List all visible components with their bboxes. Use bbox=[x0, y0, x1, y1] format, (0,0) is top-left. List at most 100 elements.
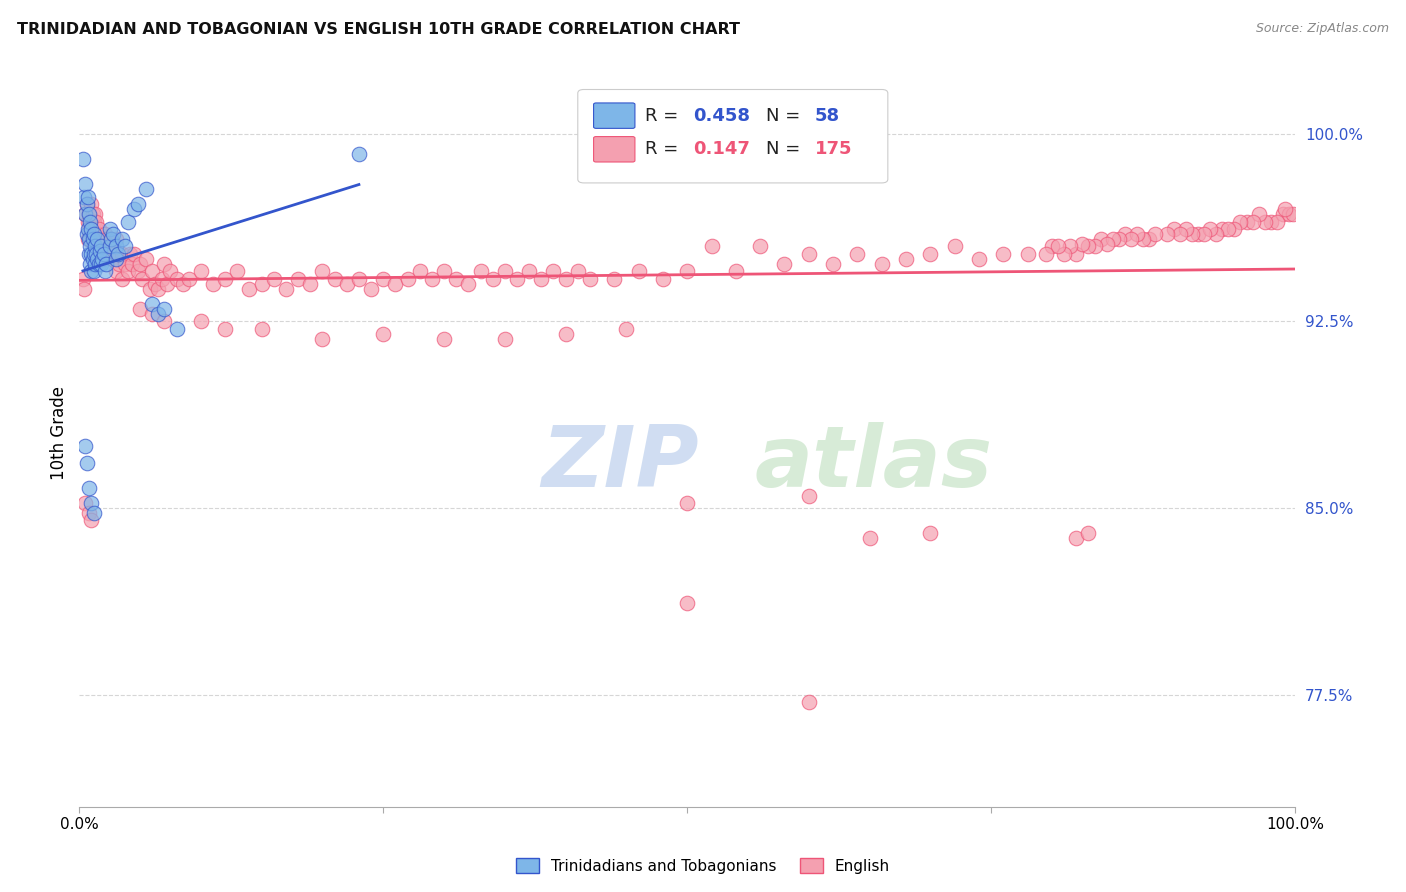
English bbox=[84, 214, 107, 228]
Trinidadians and Tobagonians bbox=[83, 247, 105, 261]
English bbox=[1192, 227, 1215, 241]
Trinidadians and Tobagonians bbox=[80, 496, 103, 510]
Trinidadians and Tobagonians bbox=[89, 244, 111, 259]
Text: TRINIDADIAN AND TOBAGONIAN VS ENGLISH 10TH GRADE CORRELATION CHART: TRINIDADIAN AND TOBAGONIAN VS ENGLISH 10… bbox=[17, 22, 740, 37]
English bbox=[676, 596, 699, 610]
English bbox=[797, 489, 820, 503]
English bbox=[148, 282, 170, 296]
Trinidadians and Tobagonians bbox=[76, 189, 98, 203]
Trinidadians and Tobagonians bbox=[79, 239, 101, 253]
English bbox=[1108, 232, 1130, 246]
Trinidadians and Tobagonians bbox=[104, 239, 127, 253]
English bbox=[494, 332, 516, 346]
Trinidadians and Tobagonians bbox=[114, 239, 136, 253]
English bbox=[1163, 222, 1185, 236]
English bbox=[1156, 227, 1178, 241]
Trinidadians and Tobagonians bbox=[75, 439, 97, 453]
English bbox=[87, 222, 110, 236]
English bbox=[494, 264, 516, 278]
Trinidadians and Tobagonians bbox=[93, 247, 115, 261]
English bbox=[111, 247, 134, 261]
English bbox=[94, 239, 117, 253]
English bbox=[190, 264, 212, 278]
English bbox=[1077, 239, 1099, 253]
English bbox=[226, 264, 249, 278]
English bbox=[80, 514, 103, 528]
English bbox=[97, 247, 120, 261]
Text: R =: R = bbox=[645, 107, 683, 125]
Text: 58: 58 bbox=[815, 107, 839, 125]
Trinidadians and Tobagonians bbox=[77, 481, 100, 495]
English bbox=[481, 272, 503, 286]
English bbox=[287, 272, 309, 286]
English bbox=[121, 257, 143, 271]
English bbox=[101, 252, 124, 266]
English bbox=[1095, 236, 1118, 251]
Trinidadians and Tobagonians bbox=[84, 257, 107, 271]
Trinidadians and Tobagonians bbox=[76, 222, 98, 236]
English bbox=[920, 247, 942, 261]
Trinidadians and Tobagonians bbox=[135, 182, 157, 196]
English bbox=[1229, 214, 1251, 228]
English bbox=[141, 307, 163, 321]
Trinidadians and Tobagonians bbox=[98, 239, 121, 253]
Trinidadians and Tobagonians bbox=[107, 247, 129, 261]
English bbox=[749, 239, 772, 253]
English bbox=[579, 272, 602, 286]
English bbox=[444, 272, 467, 286]
English bbox=[100, 232, 122, 246]
English bbox=[543, 264, 565, 278]
Trinidadians and Tobagonians bbox=[166, 321, 188, 335]
English bbox=[93, 232, 115, 246]
Trinidadians and Tobagonians bbox=[83, 264, 105, 278]
English bbox=[1144, 227, 1167, 241]
English bbox=[104, 264, 127, 278]
Trinidadians and Tobagonians bbox=[76, 197, 98, 211]
English bbox=[214, 321, 236, 335]
English bbox=[141, 264, 163, 278]
Trinidadians and Tobagonians bbox=[141, 297, 163, 311]
Trinidadians and Tobagonians bbox=[98, 222, 121, 236]
Trinidadians and Tobagonians bbox=[90, 257, 112, 271]
English bbox=[84, 227, 107, 241]
English bbox=[79, 214, 101, 228]
English bbox=[120, 247, 142, 261]
English bbox=[1059, 239, 1081, 253]
English bbox=[111, 272, 134, 286]
Trinidadians and Tobagonians bbox=[94, 264, 117, 278]
English bbox=[1114, 227, 1136, 241]
English bbox=[323, 272, 346, 286]
English bbox=[90, 239, 112, 253]
Text: 175: 175 bbox=[815, 140, 852, 158]
English bbox=[506, 272, 529, 286]
English bbox=[1254, 214, 1277, 228]
Trinidadians and Tobagonians bbox=[77, 207, 100, 221]
English bbox=[107, 252, 129, 266]
Trinidadians and Tobagonians bbox=[91, 252, 114, 266]
English bbox=[75, 207, 97, 221]
English bbox=[920, 525, 942, 540]
English bbox=[79, 232, 101, 246]
Trinidadians and Tobagonians bbox=[117, 214, 139, 228]
Trinidadians and Tobagonians bbox=[104, 252, 127, 266]
English bbox=[603, 272, 626, 286]
English bbox=[470, 264, 492, 278]
Trinidadians and Tobagonians bbox=[77, 232, 100, 246]
English bbox=[823, 257, 845, 271]
English bbox=[1101, 232, 1123, 246]
English bbox=[129, 257, 152, 271]
English bbox=[311, 264, 333, 278]
Trinidadians and Tobagonians bbox=[80, 222, 103, 236]
English bbox=[724, 264, 747, 278]
English bbox=[153, 314, 176, 328]
Trinidadians and Tobagonians bbox=[87, 257, 110, 271]
Text: 0.458: 0.458 bbox=[693, 107, 751, 125]
English bbox=[1247, 207, 1270, 221]
English bbox=[83, 214, 105, 228]
English bbox=[943, 239, 966, 253]
Trinidadians and Tobagonians bbox=[111, 232, 134, 246]
English bbox=[1236, 214, 1258, 228]
English bbox=[72, 272, 94, 286]
English bbox=[1187, 227, 1209, 241]
English bbox=[627, 264, 650, 278]
